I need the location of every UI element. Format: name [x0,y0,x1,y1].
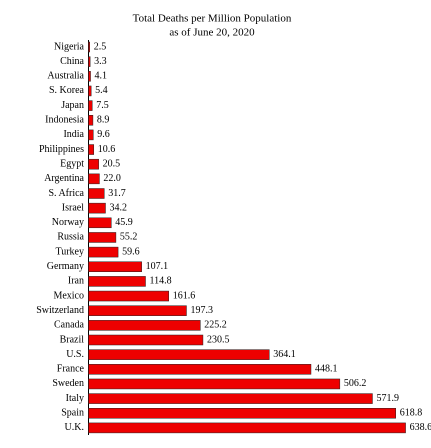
data-label: 506.2 [344,378,367,389]
bar [88,393,373,404]
y-tick-label: Russia [57,232,84,243]
data-label: 571.9 [376,393,399,404]
bar [88,276,146,287]
y-tick-label: U.K. [65,422,84,433]
bar [88,305,187,316]
y-tick-label: Germany [47,261,84,272]
bar [88,56,91,67]
data-label: 2.5 [94,41,107,52]
y-tick-label: Egypt [60,158,84,169]
data-label: 230.5 [207,334,230,345]
bar [88,100,93,111]
y-tick-label: Israel [62,202,84,213]
bar [88,246,119,258]
bar [88,217,112,229]
data-label: 618.8 [400,408,423,419]
data-label: 364.1 [273,349,296,360]
data-label: 59.6 [122,246,140,257]
bar [88,320,201,331]
data-label: 161.6 [173,290,196,301]
y-tick-label: S. Africa [48,188,84,199]
bar [88,408,396,419]
bar [88,349,270,360]
bar [88,71,91,82]
bar [88,188,105,199]
y-tick-label: Canada [54,320,85,331]
bar [88,173,100,185]
y-tick-label: Spain [61,408,84,419]
y-tick-label: Mexico [53,290,84,301]
data-label: 3.3 [94,56,107,67]
bar [88,290,169,302]
bar [88,115,94,126]
data-label: 20.5 [103,158,121,169]
y-tick-label: Iran [68,276,84,287]
data-label: 638.6 [410,422,431,433]
chart-subtitle: as of June 20, 2020 [169,27,255,39]
bar [88,129,94,141]
data-label: 22.0 [103,173,121,184]
data-label: 197.3 [190,305,213,316]
y-tick-label: Argentina [44,173,84,184]
data-label: 34.2 [109,202,127,213]
chart-title: Total Deaths per Million Population [133,13,292,25]
data-label: 225.2 [204,320,227,331]
data-label: 107.1 [146,261,169,272]
y-tick-label: India [63,129,84,140]
bar [88,41,90,53]
y-tick-label: Sweden [52,378,84,389]
data-label: 7.5 [96,100,109,111]
y-tick-label: Brazil [60,334,85,345]
bar [88,85,92,97]
data-label: 55.2 [120,232,138,243]
data-label: 8.9 [97,115,110,126]
y-tick-label: France [57,364,85,375]
y-tick-label: Switzerland [36,305,84,316]
y-tick-label: Australia [47,71,84,82]
bar [88,334,204,346]
data-label: 10.6 [98,144,116,155]
bar [88,232,117,243]
data-label: 114.8 [149,276,171,287]
data-label: 448.1 [315,364,338,375]
bar [88,144,95,155]
y-tick-label: Turkey [55,246,84,257]
y-tick-label: Japan [61,100,84,111]
y-tick-label: Italy [66,393,84,404]
y-tick-label: China [60,56,84,67]
data-label: 45.9 [115,217,133,228]
y-tick-label: Nigeria [54,41,85,52]
y-tick-label: S. Korea [49,85,85,96]
y-tick-label: Philippines [39,144,84,155]
y-tick-label: Indonesia [45,115,84,126]
data-label: 5.4 [95,85,108,96]
bar [88,364,312,375]
bar [88,158,99,170]
y-tick-label: Norway [52,217,84,228]
bar [88,378,341,390]
bar [88,202,106,214]
data-label: 4.1 [95,71,108,82]
bar [88,422,406,434]
bar [88,261,142,272]
y-tick-label: U.S. [66,349,84,360]
data-label: 31.7 [108,188,126,199]
data-label: 9.6 [97,129,110,140]
